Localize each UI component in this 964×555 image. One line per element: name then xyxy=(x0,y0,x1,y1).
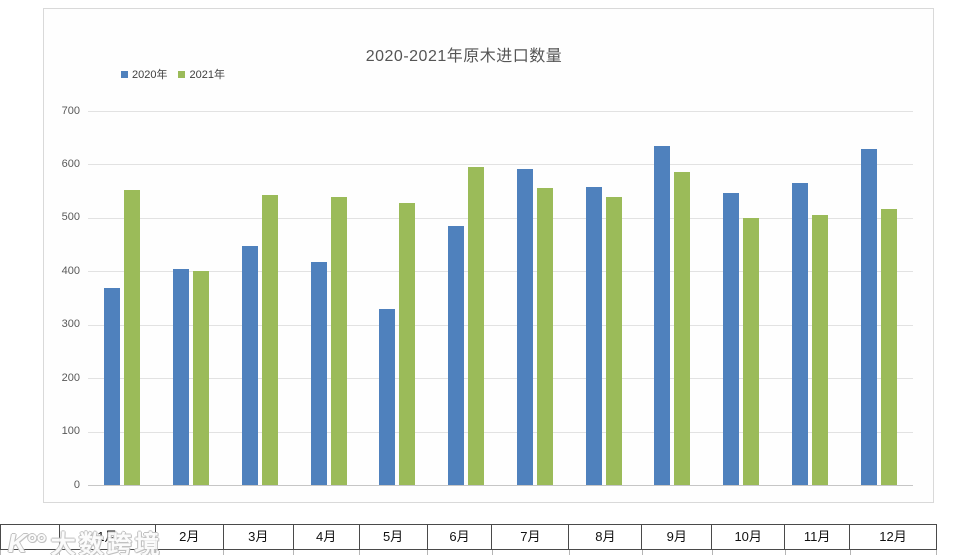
chart-panel: 2020-2021年原木进口数量 2020年 2021年 0 100 200 300 40… xyxy=(43,8,934,503)
month-header-table: 1月 2月 3月 4月 5月 6月 7月 8月 9月 10月 11月 12月 xyxy=(0,524,937,550)
chart-legend: 2020年 2021年 xyxy=(121,66,225,82)
bar-2021年-5月 xyxy=(399,202,416,485)
y-axis-tick-label: 600 xyxy=(61,157,80,170)
y-axis-tick-label: 500 xyxy=(61,211,80,224)
bar-2020年-2月 xyxy=(173,268,190,485)
y-axis-tick-label: 0 xyxy=(73,478,80,491)
legend-swatch-icon xyxy=(178,70,186,78)
gridline-500 xyxy=(88,217,913,219)
legend-item-2020年: 2020年 xyxy=(121,66,167,82)
legend-item-2021年: 2021年 xyxy=(178,66,225,82)
y-axis-tick-label: 400 xyxy=(61,264,80,277)
table-border-stub xyxy=(712,550,713,555)
legend-label: 2020年 xyxy=(132,69,168,81)
table-header-stub-cell xyxy=(1,525,60,549)
table-border-stub xyxy=(427,550,428,555)
table-header-cell-11月: 11月 xyxy=(785,525,851,549)
legend-label: 2021年 xyxy=(189,69,225,81)
bar-2020年-4月 xyxy=(310,261,327,485)
bar-2021年-6月 xyxy=(468,167,485,485)
table-header-cell-1月: 1月 xyxy=(60,525,156,549)
table-border-stub xyxy=(785,550,786,555)
gridline-600 xyxy=(88,164,913,166)
gridline-200 xyxy=(88,378,913,380)
gridline-700 xyxy=(88,111,913,112)
table-border-stub xyxy=(223,550,224,555)
table-border-stub xyxy=(850,550,851,555)
table-border-stub xyxy=(293,550,294,555)
bar-2021年-8月 xyxy=(605,196,622,485)
bar-2020年-7月 xyxy=(516,168,533,485)
table-header-cell-6月: 6月 xyxy=(428,525,493,549)
table-border-stub xyxy=(155,550,156,555)
bar-2020年-10月 xyxy=(723,192,740,485)
bar-2020年-12月 xyxy=(860,149,877,485)
bar-2021年-10月 xyxy=(743,218,760,485)
table-border-stub xyxy=(59,550,60,555)
gridline-400 xyxy=(88,271,913,273)
bar-2020年-9月 xyxy=(654,145,671,485)
table-header-cell-5月: 5月 xyxy=(360,525,428,549)
bar-2021年-3月 xyxy=(261,195,278,485)
plot-area xyxy=(88,111,913,486)
legend-swatch-icon xyxy=(121,70,128,78)
table-header-cell-8月: 8月 xyxy=(569,525,643,549)
table-border-stub xyxy=(642,550,643,555)
bar-2020年-3月 xyxy=(241,246,258,485)
table-border-stub xyxy=(936,550,937,555)
y-axis-tick-label: 100 xyxy=(61,425,80,438)
table-border-stub xyxy=(569,550,570,555)
table-header-cell-10月: 10月 xyxy=(712,525,786,549)
bar-2021年-12月 xyxy=(880,209,897,485)
y-axis-tick-label: 700 xyxy=(61,104,80,117)
bar-2021年-7月 xyxy=(536,188,553,485)
bar-2021年-1月 xyxy=(124,190,141,485)
x-axis-line xyxy=(88,485,913,486)
table-header-cell-3月: 3月 xyxy=(224,525,294,549)
table-header-cell-12月: 12月 xyxy=(879,529,907,544)
table-header-cell-4月: 4月 xyxy=(294,525,360,549)
bar-2020年-1月 xyxy=(104,288,121,485)
table-border-stub xyxy=(492,550,493,555)
table-header-cell-2月: 2月 xyxy=(156,525,224,549)
bar-2021年-9月 xyxy=(674,172,691,485)
chart-title: 2020-2021年原木进口数量 xyxy=(365,48,563,65)
y-axis-tick-label: 200 xyxy=(61,371,80,384)
table-border-stub xyxy=(359,550,360,555)
y-axis-tick-label: 300 xyxy=(61,318,80,331)
table-border-stub xyxy=(0,550,1,555)
bar-2020年-6月 xyxy=(448,226,465,485)
bar-2021年-4月 xyxy=(330,196,347,485)
bar-2020年-8月 xyxy=(585,187,602,485)
table-header-cell-9月: 9月 xyxy=(642,525,713,549)
bar-2020年-5月 xyxy=(379,308,396,485)
gridline-100 xyxy=(88,431,913,433)
bar-2021年-2月 xyxy=(193,271,210,485)
table-header-cell-7月: 7月 xyxy=(492,525,570,549)
bar-2020年-11月 xyxy=(791,183,808,485)
bar-2021年-11月 xyxy=(811,215,828,485)
gridline-300 xyxy=(88,324,913,326)
